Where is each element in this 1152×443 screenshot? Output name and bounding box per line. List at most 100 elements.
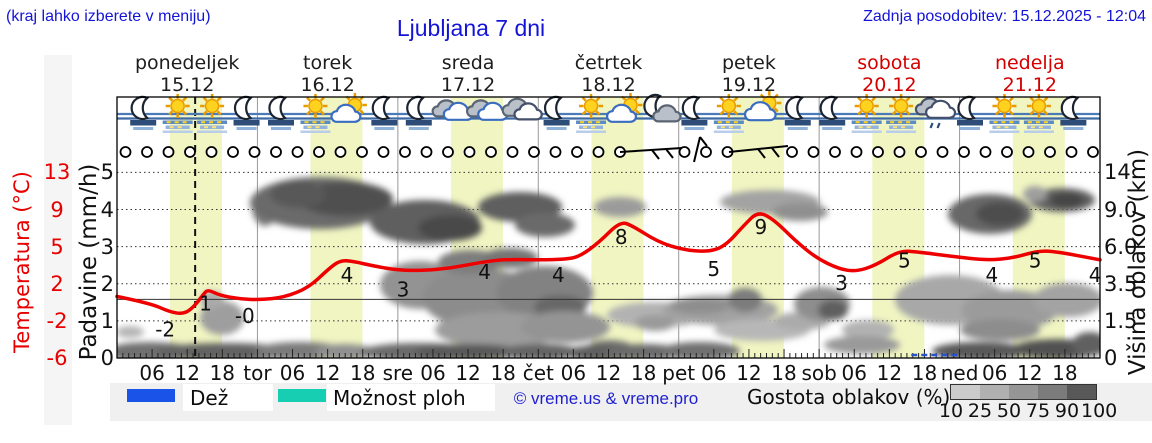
cloud-cover-circle — [1065, 146, 1078, 158]
weather-icon-sun-fog — [300, 94, 331, 133]
cloud-height-tick-0: 0 — [1104, 346, 1118, 370]
cloud-cover-circle — [248, 146, 261, 158]
wind-barb — [693, 136, 708, 163]
cloud-density-ticks: 10 25 50 75 90 100 — [936, 400, 1126, 422]
cloud-cover-circle — [291, 146, 304, 158]
x-axis-label-10-18: 18 — [490, 361, 516, 385]
cloud-blob — [824, 336, 900, 354]
cloud-blob — [200, 301, 244, 335]
temp-tick--2: -2 — [46, 308, 68, 333]
x-axis-label-14-18: 18 — [630, 361, 657, 385]
density-swatch — [980, 385, 1009, 399]
density-tick-90: 90 — [1054, 400, 1080, 422]
day-name-sobota: sobota — [857, 52, 922, 74]
rain-legend-label: Dež — [190, 386, 229, 410]
cloud-blob — [117, 326, 144, 338]
weather-icon-moon-fog — [130, 95, 157, 130]
weather-icon-cloud-sun — [743, 91, 782, 122]
day-name-četrtek: četrtek — [574, 52, 643, 74]
weather-icon-moon-fog — [784, 95, 811, 130]
cloud-blob — [728, 288, 762, 312]
density-swatch — [1009, 385, 1038, 399]
x-axis-label-6-18: 18 — [350, 361, 376, 385]
cloud-blob — [1050, 193, 1084, 207]
density-tick-25: 25 — [967, 400, 993, 422]
cloud-cover-circle — [893, 146, 906, 158]
temperature-value-label: 5 — [1029, 248, 1042, 272]
weather-icon-moon-fog — [233, 95, 260, 130]
temperature-curve — [115, 212, 1102, 316]
density-swatch — [1067, 385, 1096, 399]
day-date-sreda: 17.12 — [440, 74, 496, 96]
weather-icon-moon-fog — [1060, 95, 1087, 130]
cloud-cover-circle — [463, 146, 476, 158]
density-swatch — [951, 385, 980, 399]
cloud-cover-circle — [1044, 146, 1056, 158]
showers-label-box — [327, 384, 495, 411]
weather-icon-cloud-drizzle — [914, 97, 957, 129]
temperature-value-label: 4 — [552, 263, 565, 287]
cloud-cover-circle — [592, 146, 605, 158]
weather-icon-sun-fog — [989, 94, 1020, 133]
copyright-link[interactable]: © vreme.us & vreme.pro — [513, 389, 699, 408]
cloud-cover-circle — [205, 146, 218, 158]
cloud-blob — [315, 344, 375, 358]
cloud-blob — [818, 300, 848, 320]
day-date-ponedeljek: 15.12 — [160, 74, 215, 96]
cloud-height-tick-1.5: 1.5 — [1104, 308, 1138, 333]
cloud-blob — [932, 342, 1028, 358]
x-axis-label-21-12: 12 — [876, 361, 903, 385]
x-axis-label-26-18: 18 — [1052, 361, 1078, 385]
day-date-sobota: 20.12 — [862, 74, 917, 96]
temp-tick-9: 9 — [50, 197, 64, 222]
cloud-cover-circle — [356, 146, 368, 158]
x-axis-label-17-12: 12 — [736, 361, 762, 385]
weather-icon-cloud — [466, 99, 509, 121]
weather-icon-moon-fog — [681, 95, 708, 130]
cloud-cover-circle — [119, 146, 132, 158]
weather-icon-moon-fog — [405, 95, 432, 130]
day-date-četrtek: 18.12 — [581, 74, 636, 96]
cloud-blob — [500, 344, 580, 358]
weather-icon-sun-fog — [1023, 94, 1054, 133]
precip-tick-3: 3 — [100, 234, 114, 259]
density-swatch — [1038, 385, 1067, 399]
temp-tick--6: -6 — [46, 346, 68, 370]
weather-icon-sun-fog — [851, 94, 882, 133]
x-axis-label-12-06: 06 — [560, 361, 587, 385]
day-date-torek: 16.12 — [300, 74, 355, 96]
cloud-cover-circle — [872, 146, 884, 158]
cloud-height-tick-14: 14 — [1104, 160, 1131, 185]
temperature-value-label: -2 — [155, 318, 175, 342]
cloud-cover-circle — [786, 146, 798, 158]
x-axis-label-16-06: 06 — [701, 361, 727, 385]
cloud-cover-circle — [549, 146, 562, 158]
x-axis-label-5-12: 12 — [314, 361, 341, 385]
cloud-cover-circle — [420, 146, 433, 158]
cloud-cover-circle — [915, 146, 927, 158]
x-axis-label-8-06: 06 — [420, 361, 446, 385]
day-name-torek: torek — [303, 52, 353, 74]
cloud-blob — [1033, 283, 1100, 317]
x-axis-label-23-ned: ned — [940, 361, 979, 385]
hour-ticks — [122, 349, 1095, 358]
cloud-cover-circle — [571, 146, 583, 158]
cloud-density-colorbar — [950, 384, 1097, 400]
cloud-blob — [418, 215, 482, 241]
x-axis-label-22-18: 18 — [911, 361, 938, 385]
x-axis-label-18-18: 18 — [771, 361, 797, 385]
cloud-cover-circle — [1087, 146, 1099, 158]
x-axis-label-11-čet: čet — [522, 361, 554, 385]
x-axis-label-2-18: 18 — [209, 361, 236, 385]
day-date-petek: 19.12 — [721, 74, 777, 96]
weather-icon-cloud-gray — [501, 97, 543, 121]
cloud-blob — [594, 197, 646, 217]
x-axis-label-19-sob: sob — [801, 361, 837, 385]
weather-icon-moon-fog — [371, 95, 398, 130]
x-axis-label-3-tor: tor — [243, 361, 272, 385]
weather-icon-moon-cloud — [643, 93, 682, 123]
day-date-nedelja: 21.12 — [1002, 74, 1057, 96]
cloud-blob — [772, 203, 828, 221]
temp-tick-2: 2 — [50, 271, 64, 296]
